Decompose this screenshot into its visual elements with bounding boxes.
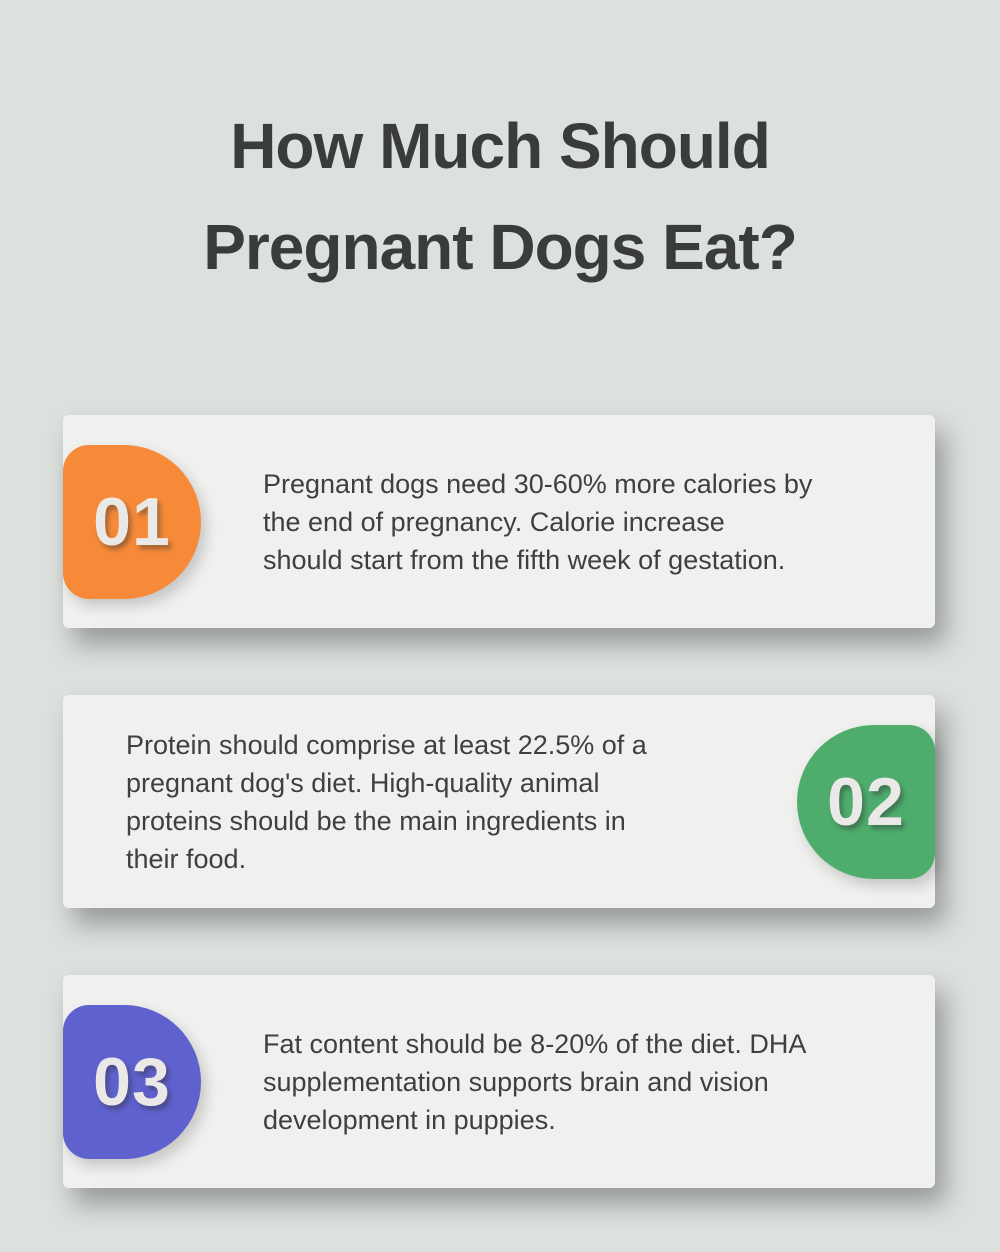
title-line-2: Pregnant Dogs Eat? <box>203 211 798 283</box>
step-2-badge: 02 <box>797 724 935 879</box>
fact-card-1: 01 Pregnant dogs need 30-60% more calori… <box>63 415 935 628</box>
card-text-line: their food. <box>126 843 247 874</box>
card-text-line: should start from the fifth week of gest… <box>263 544 786 575</box>
card-text-line: Fat content should be 8-20% of the diet.… <box>263 1028 807 1059</box>
step-2-number: 02 <box>827 763 905 840</box>
fact-card-2-text: Protein should comprise at least 22.5% o… <box>63 726 647 878</box>
fact-card-list: 01 Pregnant dogs need 30-60% more calori… <box>0 415 1000 1188</box>
card-text-line: Protein should comprise at least 22.5% o… <box>126 729 647 760</box>
fact-card-2: 02 Protein should comprise at least 22.5… <box>63 695 935 908</box>
card-text-line: supplementation supports brain and visio… <box>263 1066 769 1097</box>
card-text-line: pregnant dog's diet. High-quality animal <box>126 767 600 798</box>
step-1-number: 01 <box>93 483 171 560</box>
page-title: How Much Should Pregnant Dogs Eat? <box>0 0 1000 298</box>
title-line-1: How Much Should <box>230 110 771 182</box>
step-1-badge: 01 <box>63 444 201 599</box>
step-3-number: 03 <box>93 1043 171 1120</box>
card-text-line: proteins should be the main ingredients … <box>126 805 626 836</box>
fact-card-3: 03 Fat content should be 8-20% of the di… <box>63 975 935 1188</box>
fact-card-1-text: Pregnant dogs need 30-60% more calories … <box>63 465 812 579</box>
step-3-badge: 03 <box>63 1004 201 1159</box>
card-text-line: the end of pregnancy. Calorie increase <box>263 506 725 537</box>
card-text-line: Pregnant dogs need 30-60% more calories … <box>263 468 813 499</box>
card-text-line: development in puppies. <box>263 1104 556 1135</box>
fact-card-3-text: Fat content should be 8-20% of the diet.… <box>63 1025 806 1139</box>
